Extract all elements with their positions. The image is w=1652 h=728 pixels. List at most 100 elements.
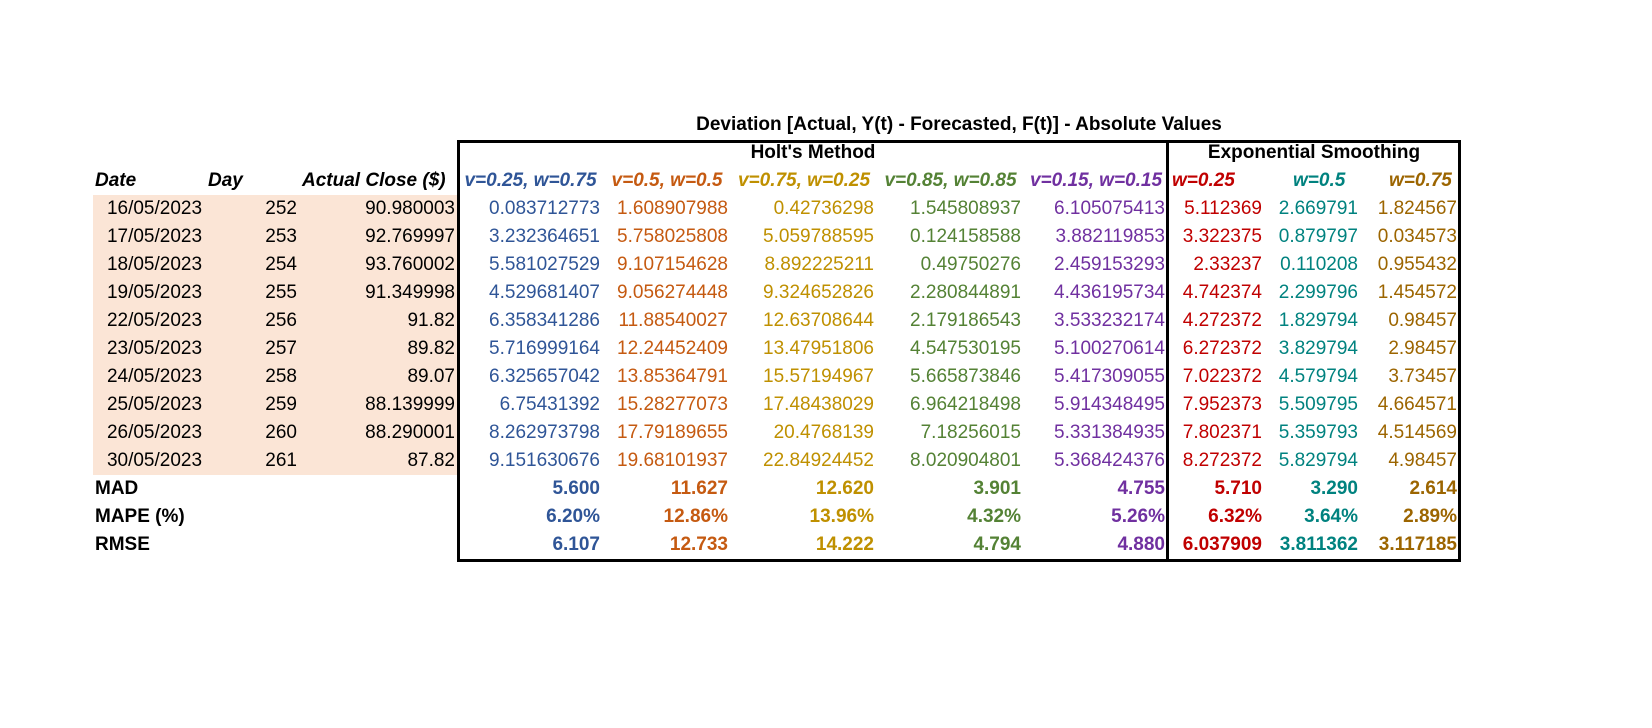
deviation-cell: 3.73457 <box>1388 366 1457 387</box>
deviation-cell: 1.454572 <box>1377 282 1457 303</box>
mape-label: MAPE (%) <box>95 506 185 527</box>
deviation-cell: 2.179186543 <box>910 310 1021 331</box>
deviation-cell: 6.272372 <box>1182 338 1262 359</box>
date-cell: 19/05/2023 <box>106 282 203 303</box>
deviation-cell: 11.88540027 <box>618 310 728 331</box>
deviation-cell: 1.608907988 <box>617 198 728 219</box>
rmse-label: RMSE <box>95 534 150 555</box>
rmse-value: 4.794 <box>973 534 1021 555</box>
deviation-cell: 6.325657042 <box>489 366 600 387</box>
actual-close-cell: 89.07 <box>407 366 455 387</box>
deviation-cell: 15.57194967 <box>763 366 874 387</box>
param-header: v=0.75, w=0.25 <box>737 170 871 191</box>
mape-value: 5.26% <box>1111 506 1165 527</box>
deviation-cell: 5.059788595 <box>763 226 874 247</box>
deviation-cell: 2.459153293 <box>1054 254 1165 275</box>
rmse-value: 12.733 <box>669 534 728 555</box>
actual-close-cell: 88.139999 <box>365 394 455 415</box>
day-cell: 261 <box>265 450 297 471</box>
actual-close-cell: 89.82 <box>407 338 455 359</box>
mad-value: 5.600 <box>552 478 600 499</box>
deviation-cell: 0.49750276 <box>920 254 1021 275</box>
deviation-cell: 6.105075413 <box>1054 198 1165 219</box>
deviation-cell: 2.280844891 <box>910 282 1021 303</box>
deviation-cell: 0.955432 <box>1377 254 1457 275</box>
deviation-cell: 0.879797 <box>1278 226 1358 247</box>
day-cell: 259 <box>265 394 297 415</box>
deviation-cell: 7.802371 <box>1182 422 1262 443</box>
deviation-cell: 0.98457 <box>1388 310 1457 331</box>
deviation-cell: 8.262973798 <box>489 422 600 443</box>
param-header: w=0.75 <box>1389 170 1452 191</box>
deviation-cell: 6.358341286 <box>489 310 600 331</box>
day-cell: 256 <box>265 310 297 331</box>
deviation-cell: 0.110208 <box>1280 254 1358 275</box>
deviation-cell: 1.824567 <box>1377 198 1457 219</box>
deviation-cell: 19.68101937 <box>617 450 728 471</box>
param-header: v=0.25, w=0.75 <box>464 170 597 191</box>
mape-value: 4.32% <box>967 506 1021 527</box>
date-cell: 24/05/2023 <box>106 366 203 387</box>
deviation-cell: 4.436195734 <box>1054 282 1165 303</box>
deviation-cell: 0.124158588 <box>910 226 1021 247</box>
actual-close-cell: 93.760002 <box>365 254 455 275</box>
rmse-value: 4.880 <box>1117 534 1165 555</box>
actual-close-cell: 91.349998 <box>365 282 455 303</box>
param-header: v=0.5, w=0.5 <box>611 170 723 191</box>
deviation-cell: 7.18256015 <box>920 422 1021 443</box>
mad-value: 11.627 <box>670 478 728 499</box>
actual-close-cell: 87.82 <box>407 450 455 471</box>
holt-method-header: Holt's Method <box>750 142 876 163</box>
deviation-cell: 3.882119853 <box>1055 226 1165 247</box>
day-cell: 253 <box>265 226 297 247</box>
mape-value: 13.96% <box>809 506 874 527</box>
deviation-cell: 8.892225211 <box>764 254 874 275</box>
actual-close-header: Actual Close ($) <box>302 170 446 191</box>
deviation-cell: 12.63708644 <box>763 310 874 331</box>
mape-value: 3.64% <box>1304 506 1358 527</box>
date-cell: 22/05/2023 <box>106 310 203 331</box>
param-header: w=0.25 <box>1172 170 1235 191</box>
deviation-frame <box>457 140 1461 562</box>
deviation-cell: 22.84924452 <box>763 450 874 471</box>
deviation-cell: 0.42736298 <box>773 198 874 219</box>
deviation-cell: 4.742374 <box>1182 282 1262 303</box>
mape-value: 6.20% <box>546 506 600 527</box>
param-header: v=0.15, w=0.15 <box>1029 170 1163 191</box>
rmse-value: 14.222 <box>815 534 874 555</box>
day-cell: 257 <box>265 338 297 359</box>
deviation-cell: 0.083712773 <box>489 198 600 219</box>
deviation-cell: 9.107154628 <box>617 254 728 275</box>
deviation-cell: 13.47951806 <box>763 338 874 359</box>
deviation-cell: 4.98457 <box>1388 450 1457 471</box>
mad-label: MAD <box>95 478 139 499</box>
rmse-value: 3.117185 <box>1378 534 1457 555</box>
deviation-cell: 3.232364651 <box>489 226 600 247</box>
date-header: Date <box>95 170 137 191</box>
mape-value: 2.89% <box>1403 506 1457 527</box>
param-header: v=0.85, w=0.85 <box>884 170 1017 191</box>
rmse-value: 3.811362 <box>1279 534 1358 555</box>
date-cell: 17/05/2023 <box>106 226 203 247</box>
actual-close-cell: 88.290001 <box>365 422 455 443</box>
mape-value: 12.86% <box>663 506 728 527</box>
deviation-cell: 5.716999164 <box>489 338 600 359</box>
deviation-cell: 2.33237 <box>1193 254 1262 275</box>
deviation-cell: 5.829794 <box>1278 450 1358 471</box>
deviation-cell: 4.529681407 <box>489 282 600 303</box>
deviation-cell: 4.272372 <box>1182 310 1262 331</box>
table-title: Deviation [Actual, Y(t) - Forecasted, F(… <box>696 114 1222 135</box>
deviation-cell: 5.112369 <box>1184 198 1262 219</box>
day-cell: 260 <box>265 422 297 443</box>
mad-value: 3.290 <box>1310 478 1358 499</box>
day-header: Day <box>208 170 243 191</box>
deviation-cell: 5.417309055 <box>1054 366 1165 387</box>
date-cell: 18/05/2023 <box>106 254 203 275</box>
deviation-cell: 4.514569 <box>1377 422 1457 443</box>
day-cell: 252 <box>265 198 297 219</box>
date-cell: 25/05/2023 <box>106 394 203 415</box>
deviation-cell: 17.48438029 <box>763 394 874 415</box>
mad-value: 5.710 <box>1214 478 1262 499</box>
deviation-cell: 2.299796 <box>1278 282 1358 303</box>
